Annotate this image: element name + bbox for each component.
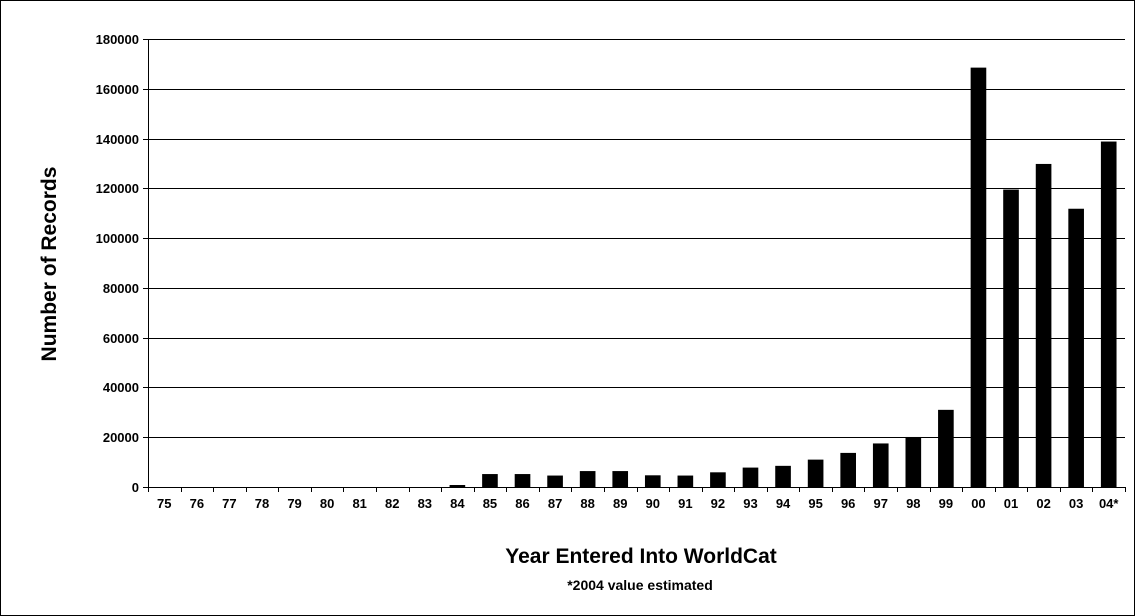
- x-tick-label: 90: [646, 496, 660, 511]
- y-tick-labels: 0 20000 40000 60000 80000 100000 120000 140000 1…: [96, 32, 139, 495]
- bar-02: [1035, 163, 1052, 488]
- bar-86: [514, 474, 531, 487]
- x-tick-label: 76: [190, 496, 204, 511]
- x-axis-title: Year Entered Into WorldCat: [505, 545, 777, 568]
- bar-90: [644, 475, 661, 487]
- y-tick-label: 120000: [96, 181, 139, 196]
- x-tick-label: 03: [1069, 496, 1083, 511]
- axes: [143, 39, 1126, 492]
- x-tick-label: 88: [580, 496, 594, 511]
- bar-96: [840, 452, 856, 487]
- x-tick-label: 95: [808, 496, 822, 511]
- gridlines: [148, 39, 1125, 438]
- bar-92: [710, 472, 726, 487]
- bars: [449, 67, 1117, 488]
- x-tick-label: 01: [1004, 496, 1018, 511]
- y-axis-title: Number of Records: [38, 167, 61, 362]
- y-tick-label: 80000: [103, 281, 139, 296]
- bar-88: [579, 471, 596, 487]
- y-tick-label: 0: [132, 480, 139, 495]
- x-tick-label: 87: [548, 496, 562, 511]
- x-tick-label: 79: [287, 496, 301, 511]
- x-tick-label: 99: [939, 496, 953, 511]
- x-tick-label: 97: [874, 496, 888, 511]
- y-tick-label: 180000: [96, 32, 139, 47]
- bar-95: [807, 459, 824, 487]
- bar-91: [677, 475, 694, 487]
- x-tick-label: 83: [418, 496, 432, 511]
- bar-93: [742, 467, 759, 487]
- x-tick-label: 75: [157, 496, 171, 511]
- x-tick-label: 96: [841, 496, 855, 511]
- x-tick-label: 02: [1036, 496, 1050, 511]
- y-tick-label: 60000: [103, 331, 139, 346]
- y-tick-label: 160000: [96, 82, 139, 97]
- bar-99: [938, 409, 954, 487]
- bar-00: [970, 67, 987, 487]
- x-tick-label: 92: [711, 496, 725, 511]
- bar-84: [449, 485, 466, 487]
- x-tick-label: 81: [352, 496, 366, 511]
- x-tick-label: 84: [450, 496, 465, 511]
- y-tick-label: 100000: [96, 231, 139, 246]
- x-tick-label: 91: [678, 496, 692, 511]
- y-tick-label: 140000: [96, 132, 139, 147]
- x-tick-label: 94: [776, 496, 791, 511]
- bar-03: [1068, 208, 1084, 487]
- estimate-note: *2004 value estimated: [567, 577, 713, 593]
- y-tick-label: 20000: [103, 430, 139, 445]
- bar-89: [612, 471, 629, 487]
- x-tick-label: 85: [483, 496, 497, 511]
- bar-04: [1100, 141, 1117, 487]
- x-tick-label: 77: [222, 496, 236, 511]
- x-tick-labels: 75 76 77 78 79 80 81 82 83 84 85 86 87 88 89 90 91 92 93 94…: [157, 496, 1119, 511]
- x-tick-label: 82: [385, 496, 399, 511]
- bar-98: [905, 436, 922, 487]
- y-tick-label: 40000: [103, 380, 139, 395]
- x-tick-label: 78: [255, 496, 269, 511]
- bar-01: [1003, 189, 1019, 488]
- x-tick-label: 86: [515, 496, 529, 511]
- bar-94: [775, 465, 791, 487]
- bar-87: [547, 475, 563, 487]
- bar-85: [482, 474, 498, 487]
- x-tick-label: 00: [971, 496, 985, 511]
- x-tick-label: 89: [613, 496, 627, 511]
- bar-97: [872, 443, 889, 487]
- x-tick-label: 04*: [1099, 496, 1119, 511]
- x-tick-label: 98: [906, 496, 920, 511]
- x-tick-label: 93: [743, 496, 757, 511]
- x-tick-label: 80: [320, 496, 334, 511]
